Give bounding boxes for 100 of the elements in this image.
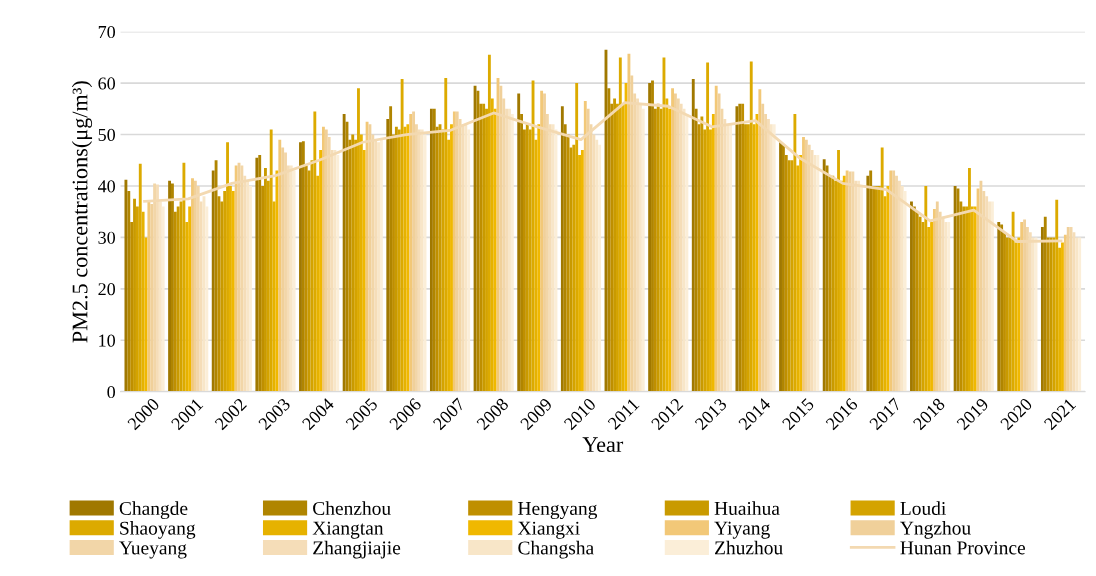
bar [618,57,622,392]
y-tick-label: 40 [98,180,116,193]
bar [691,78,695,392]
bar [714,85,718,392]
bar [342,113,346,392]
y-tick-label: 70 [98,25,116,39]
bar [910,201,913,392]
legend-label: Huaihua [714,501,780,515]
bar [630,75,634,392]
bar [586,108,590,392]
legend-label: Shaoyang [120,521,196,539]
bar [627,53,631,392]
legend-label: Changsha [518,540,594,559]
bar [900,185,904,392]
legend-label: Hunan Province [900,541,1026,555]
legend-label: Xiangxi [517,521,580,539]
bar [674,93,677,392]
bar [499,85,503,392]
bar [866,175,870,392]
legend-label: Yiyang [714,521,770,539]
y-axis-title: PM2.5 concentrations(μg/m³) [71,81,93,343]
bar [799,155,803,392]
bar [246,180,250,392]
bar [249,185,252,392]
bar [444,77,448,392]
bar [560,106,564,392]
bar [211,170,215,392]
bar [188,206,192,392]
legend-label: Loudi [900,501,946,515]
bar [1055,199,1059,392]
bar [912,206,916,392]
legend-label: Hengyang [518,502,598,519]
bar [959,201,963,392]
bar [880,147,884,392]
y-tick-label: 0 [107,385,116,399]
bar [886,185,890,392]
bar [793,113,797,392]
bar [517,93,521,392]
legend-label: Xiangtan [312,521,384,539]
bar [822,159,826,392]
bar [319,149,322,392]
bar [903,191,907,392]
x-axis-title: Year [582,437,624,453]
bar [935,201,939,392]
bar [610,103,614,392]
legend-label: Changde [119,501,188,519]
bar [761,103,765,392]
bar [700,116,704,392]
bar [592,134,596,392]
bar [182,162,186,392]
y-tick-label: 20 [98,283,116,296]
bar [348,139,352,392]
bar [278,139,282,392]
bar [607,88,611,392]
bar [711,113,715,392]
bar [275,170,279,392]
y-tick-label: 50 [98,128,116,141]
bar [510,113,514,392]
bar [842,175,846,392]
bar [450,124,453,392]
bar [467,129,471,392]
bar [563,124,567,392]
bar [336,155,340,392]
bar [641,108,645,392]
bar [161,206,165,392]
bar [1017,237,1021,392]
x-tick-label: 2021 [1043,397,1077,431]
bar [784,155,788,392]
bar [575,83,579,392]
bar [869,170,873,392]
bar [979,180,983,392]
bar [671,88,674,392]
bar [138,163,142,392]
bar [127,191,131,392]
bar [918,216,922,392]
bar [860,185,863,392]
bar [386,119,390,392]
bar [389,106,393,392]
bar [1061,242,1064,392]
y-tick-label: 30 [98,231,116,244]
bar [1063,234,1067,392]
legend-label: Zhuzhou [715,540,783,555]
bar [1040,227,1044,392]
y-tick-label: 10 [99,334,116,347]
bar [304,165,308,392]
bar [749,61,753,392]
bar [930,221,933,392]
bar [566,134,570,392]
legend-label: Yueyang [119,541,187,559]
bar [537,124,541,392]
legend-label: Yngzhou [900,521,971,539]
legend-label: Zhangjiajie [313,540,401,559]
legend-label: Chenzhou [313,501,391,515]
bar [1011,211,1015,392]
bar [598,144,602,392]
bar [525,124,529,392]
bar [1043,216,1047,392]
bar [758,89,762,392]
bar [932,209,936,392]
bar [205,206,209,392]
